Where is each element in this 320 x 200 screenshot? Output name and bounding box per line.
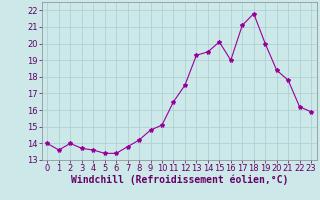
- X-axis label: Windchill (Refroidissement éolien,°C): Windchill (Refroidissement éolien,°C): [70, 175, 288, 185]
